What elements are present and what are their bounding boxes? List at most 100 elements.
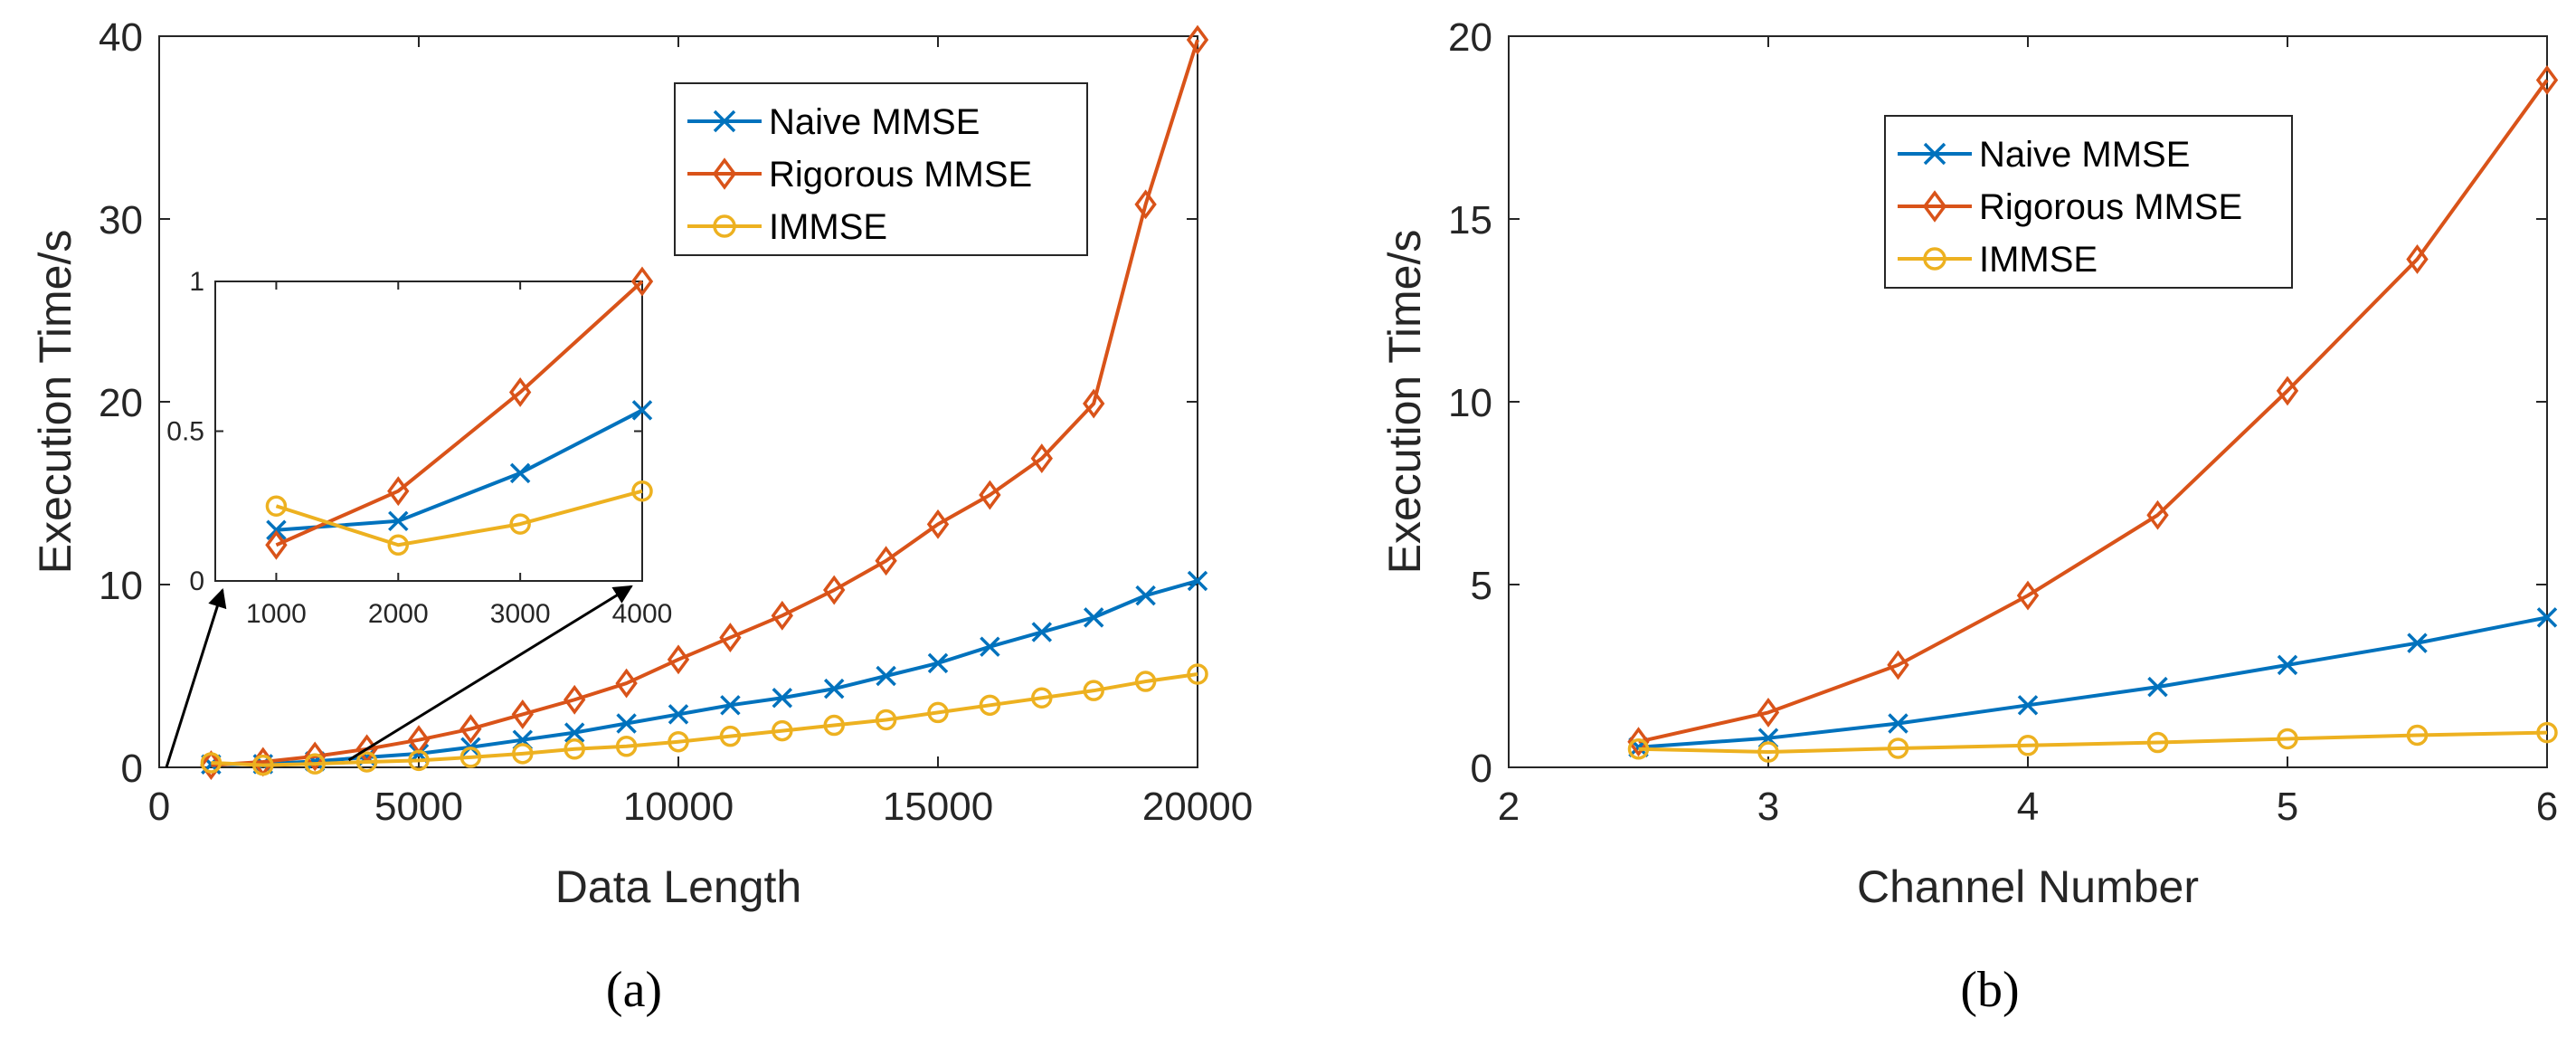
- data-point: [1757, 697, 1780, 728]
- data-point: [200, 752, 223, 774]
- data-point: [511, 699, 534, 729]
- data-point: [1887, 650, 1909, 680]
- data-point: [631, 400, 653, 421]
- y-axis-label: Execution Time/s: [30, 230, 80, 575]
- x-tick-label: 3000: [490, 599, 551, 629]
- data-point: [667, 644, 690, 675]
- x-tick-label: 3: [1757, 785, 1779, 829]
- inset-chart: 1000 2000 3000 4000 0 0.5 1: [166, 266, 673, 629]
- x-tick-label: 15000: [883, 785, 993, 829]
- x-tick-label: 10000: [623, 785, 734, 829]
- x-axis-label: Channel Number: [1857, 861, 2199, 912]
- data-point: [823, 678, 845, 699]
- y-axis-label: Execution Time/s: [1379, 230, 1430, 575]
- data-point: [1031, 687, 1053, 709]
- data-point: [875, 709, 897, 731]
- data-point: [876, 665, 896, 687]
- data-point: [408, 749, 430, 772]
- data-point: [1030, 443, 1053, 474]
- y-tick-label: 10: [99, 564, 143, 608]
- data-point: [1083, 388, 1105, 419]
- x-tick-label: 5: [2277, 785, 2298, 829]
- data-point: [304, 753, 326, 775]
- data-point: [564, 684, 586, 715]
- y-tick-label: 0.5: [166, 417, 204, 447]
- data-point: [1031, 622, 1053, 642]
- data-point: [719, 725, 742, 747]
- data-point: [387, 476, 410, 507]
- data-point: [2016, 580, 2040, 611]
- data-point: [2146, 499, 2169, 530]
- data-point: [252, 754, 274, 776]
- y-tick-label: 20: [99, 381, 143, 425]
- legend-label: Rigorous MMSE: [1979, 187, 2242, 227]
- zoom-arrows: [165, 585, 633, 768]
- legend-label: IMMSE: [1979, 240, 2098, 280]
- data-point: [509, 513, 531, 535]
- data-point: [265, 495, 288, 517]
- data-point: [719, 623, 742, 653]
- data-point: [668, 730, 689, 753]
- data-point: [1757, 741, 1779, 763]
- data-point: [823, 575, 846, 605]
- y-tick-label: 15: [1448, 198, 1492, 243]
- y-tick-label: 0: [121, 747, 143, 791]
- data-point: [304, 741, 327, 772]
- y-tick-label: 30: [99, 198, 143, 243]
- x-tick-label: 1000: [246, 599, 307, 629]
- y-tick-label: 1: [189, 267, 204, 297]
- data-point: [200, 750, 223, 781]
- data-point: [1187, 663, 1208, 685]
- data-point: [2017, 695, 2039, 716]
- data-point: [266, 519, 287, 540]
- x-tick-label: 6: [2536, 785, 2558, 829]
- data-point: [668, 704, 689, 725]
- data-point: [2147, 676, 2168, 698]
- legend-label: Naive MMSE: [1979, 135, 2190, 175]
- data-point: [630, 266, 654, 297]
- data-point: [927, 652, 949, 674]
- x-axis-label: Data Length: [555, 861, 801, 912]
- data-point: [564, 722, 585, 743]
- data-point: [616, 713, 637, 734]
- data-point: [2017, 735, 2039, 756]
- x-tick-label: 0: [148, 785, 170, 829]
- data-point: [2277, 728, 2298, 750]
- series-line: [1638, 615, 2548, 749]
- data-point: [459, 747, 482, 768]
- data-point: [823, 714, 845, 737]
- series-line: [211, 579, 1198, 766]
- data-point: [459, 714, 482, 745]
- legend-marker: [713, 109, 736, 133]
- data-point: [926, 509, 950, 539]
- x-tick-label: 4000: [612, 599, 673, 629]
- x-tick-label: 2000: [368, 599, 429, 629]
- data-point: [1135, 585, 1156, 606]
- data-point: [2277, 654, 2298, 676]
- data-point: [2407, 633, 2428, 653]
- data-point: [979, 480, 1001, 510]
- legend: Naive MMSE Rigorous MMSE IMMSE: [1884, 115, 2293, 289]
- data-point: [1083, 680, 1104, 701]
- data-point: [387, 534, 410, 557]
- data-point: [2276, 376, 2299, 406]
- data-point: [1186, 24, 1209, 55]
- y-tick-label: 0: [189, 566, 204, 596]
- zoom-arrow-left: [165, 587, 227, 768]
- data-point: [980, 636, 1000, 657]
- data-point: [2406, 724, 2429, 747]
- data-point: [875, 546, 897, 576]
- data-point: [2406, 243, 2429, 274]
- legend-marker: [713, 214, 736, 238]
- legend: Naive MMSE Rigorous MMSE IMMSE: [674, 82, 1088, 256]
- data-point: [772, 688, 793, 709]
- series-line: [275, 489, 643, 547]
- data-point: [720, 695, 741, 716]
- data-point: [771, 600, 793, 631]
- caption: (b): [1960, 962, 2019, 1018]
- data-point: [265, 529, 288, 560]
- data-point: [1134, 671, 1157, 692]
- zoom-arrow-right: [347, 585, 633, 762]
